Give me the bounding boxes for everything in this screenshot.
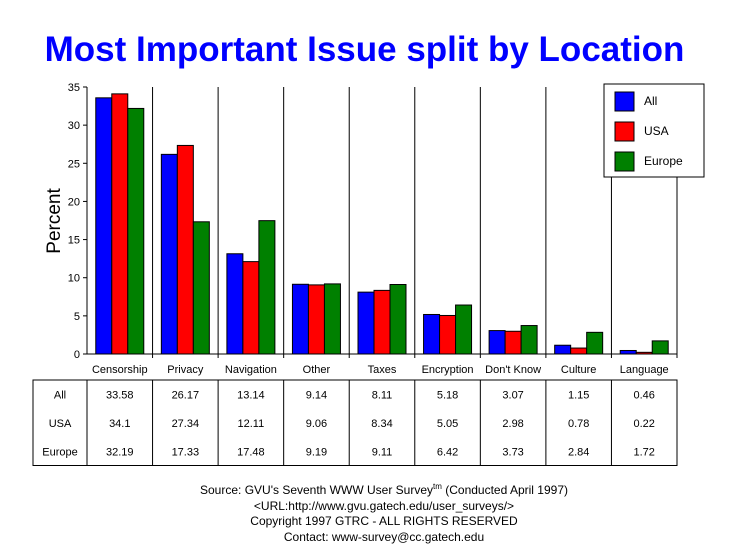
table-cell: 27.34	[172, 418, 200, 430]
bar-all-7	[554, 344, 572, 355]
source-url: <URL:http://www.gvu.gatech.edu/user_surv…	[253, 498, 515, 513]
y-axis-label: Percent	[44, 188, 65, 254]
y-tick-label: 10	[68, 273, 80, 285]
x-tick-label: Taxes	[368, 364, 397, 376]
legend-label-all: All	[644, 94, 657, 108]
y-tick-label: 35	[68, 82, 80, 94]
bar-europe-0	[127, 107, 145, 355]
bar-all-3	[291, 283, 309, 355]
table-cell: 1.15	[568, 389, 589, 401]
x-tick-label: Don't Know	[485, 364, 541, 376]
source-date: (Conducted April 1997)	[441, 483, 568, 497]
table-cell: 0.22	[634, 418, 655, 430]
legend-swatch-all	[614, 91, 635, 112]
table-cell: 6.42	[437, 446, 458, 458]
bar-all-1	[160, 153, 178, 355]
table-cell: 32.19	[106, 446, 134, 458]
table-row-header: All	[54, 389, 66, 401]
y-tick-label: 15	[68, 235, 80, 247]
table-cell: 2.98	[502, 418, 523, 430]
bar-europe-1	[192, 221, 210, 355]
x-tick-label: Censorship	[92, 364, 148, 376]
bar-usa-4	[373, 289, 391, 355]
table-cell: 0.46	[634, 389, 655, 401]
bar-usa-7	[570, 347, 588, 355]
table-row-header: Europe	[42, 446, 77, 458]
table-cell: 5.05	[437, 418, 458, 430]
legend-swatch-usa	[614, 121, 635, 142]
table-cell: 9.19	[306, 446, 327, 458]
bar-usa-5	[439, 314, 457, 355]
bar-europe-6	[520, 325, 538, 355]
bar-all-0	[95, 97, 113, 355]
x-tick-label: Culture	[561, 364, 596, 376]
bars	[95, 93, 669, 355]
bar-usa-1	[176, 144, 194, 355]
bar-all-8	[619, 349, 637, 355]
contact-line: Contact: www-survey@cc.gatech.edu	[283, 529, 485, 544]
table-cell: 9.06	[306, 418, 327, 430]
x-tick-label: Privacy	[167, 364, 204, 376]
table-cell: 1.72	[634, 446, 655, 458]
data-table: All 33.58 26.17 13.14 9.14 8.11 5.18 3.07 1.15 0.…	[32, 379, 678, 466]
trademark-sup: tm	[433, 482, 442, 491]
legend-swatch-europe	[614, 151, 635, 172]
table-cell: 0.78	[568, 418, 589, 430]
source-text: Source: GVU's Seventh WWW User Survey	[200, 483, 434, 497]
bar-europe-5	[455, 304, 473, 355]
table-cell: 13.14	[237, 389, 265, 401]
legend: All USA Europe	[603, 83, 705, 178]
source-footer: Source: GVU's Seventh WWW User Surveytm …	[0, 479, 729, 545]
table-cell: 9.11	[372, 446, 393, 458]
x-tick-label: Other	[303, 364, 331, 376]
bar-europe-8	[651, 340, 669, 355]
bar-europe-2	[258, 220, 276, 355]
bar-all-6	[488, 330, 506, 355]
bar-usa-6	[504, 330, 522, 355]
bar-europe-3	[323, 283, 341, 355]
chart-title: Most Important Issue split by Location	[44, 30, 685, 69]
table-cell: 33.58	[106, 389, 134, 401]
source-line: Source: GVU's Seventh WWW User Surveytm …	[0, 479, 729, 499]
legend-label-usa: USA	[644, 124, 669, 138]
y-tick-label: 20	[68, 196, 80, 208]
bar-usa-3	[307, 284, 325, 355]
bar-europe-7	[586, 331, 604, 355]
y-tick-label: 25	[68, 158, 80, 170]
table-cell: 12.11	[238, 418, 265, 430]
bar-all-5	[423, 313, 441, 355]
y-tick-label: 0	[74, 349, 80, 361]
x-tick-label: Language	[620, 364, 669, 376]
table-row-header: USA	[49, 418, 72, 430]
y-tick-label: 5	[74, 311, 80, 323]
bar-usa-0	[111, 93, 129, 355]
table-cell: 26.17	[172, 389, 200, 401]
bar-all-2	[226, 253, 244, 355]
table-cell: 2.84	[568, 446, 589, 458]
legend-label-europe: Europe	[644, 154, 683, 168]
table-cell: 8.34	[371, 418, 392, 430]
table-cell: 5.18	[437, 389, 458, 401]
table-cell: 34.1	[109, 418, 130, 430]
table-border	[32, 379, 678, 466]
x-tick-label: Encryption	[422, 364, 474, 376]
table-cell: 17.33	[172, 446, 200, 458]
table-cell: 17.48	[237, 446, 265, 458]
bar-all-4	[357, 291, 375, 355]
y-tick-label: 30	[68, 120, 80, 132]
copyright-line: Copyright 1997 GTRC - ALL RIGHTS RESERVE…	[250, 514, 518, 528]
table-cell: 8.11	[372, 389, 393, 401]
bar-usa-8	[635, 351, 653, 355]
table-cell: 9.14	[306, 389, 327, 401]
bar-usa-2	[242, 261, 260, 355]
table-cell: 3.73	[502, 446, 523, 458]
table-cell: 3.07	[502, 389, 523, 401]
x-tick-label: Navigation	[225, 364, 277, 376]
bar-europe-4	[389, 284, 407, 355]
